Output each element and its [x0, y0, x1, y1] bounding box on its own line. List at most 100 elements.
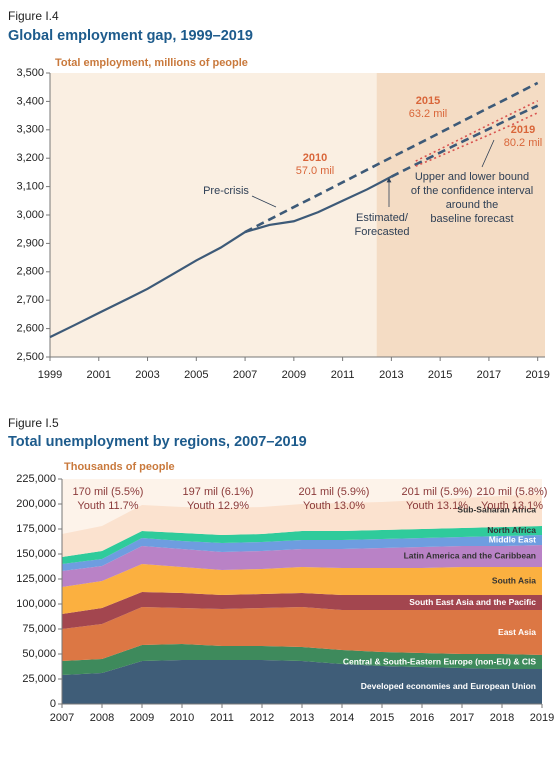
annotation: 197 mil (6.1%): [183, 486, 254, 498]
chart-2: Figure I.5 Total unemployment by regions…: [8, 416, 554, 724]
series-line: [390, 104, 539, 178]
x-tick-label: 2007: [233, 369, 257, 381]
chart-2-annotations: 170 mil (5.5%) Youth 11.7% 197 mil (6.1%…: [73, 486, 548, 512]
x-tick-label: 2003: [135, 369, 159, 381]
area-layer: [62, 607, 542, 661]
area-layer: [62, 545, 542, 587]
annotation: Forecasted: [354, 226, 409, 238]
leader-line: [481, 139, 495, 168]
y-tick-label: 2,800: [16, 266, 44, 278]
y-tick-label: 3,200: [16, 152, 44, 164]
chart-1-annotations: 2010 57.0 mil 2015 63.2 mil 2019 80.2 mi…: [203, 95, 542, 238]
series-line: [49, 175, 392, 339]
series-label: South East Asia and the Pacific: [409, 597, 536, 607]
annotation: Youth 13.1%: [406, 500, 468, 512]
annotation: 2019: [511, 124, 535, 136]
y-tick-label: 150,000: [16, 548, 56, 560]
x-tick-label: 2015: [428, 369, 452, 381]
y-tick-label: 3,500: [16, 67, 44, 79]
annotation: Youth 11.7%: [77, 500, 138, 512]
y-tick-label: 125,000: [16, 573, 56, 585]
annotation: Youth 12.9%: [187, 500, 249, 512]
series-label: East Asia: [498, 627, 536, 637]
y-tick-label: 225,000: [16, 473, 56, 485]
x-tick-label: 2005: [184, 369, 208, 381]
chart-1: Figure I.4 Global employment gap, 1999–2…: [8, 9, 550, 381]
area-layer: [62, 564, 542, 614]
y-tick-label: 3,100: [16, 181, 44, 193]
x-tick-label: 2007: [50, 712, 74, 724]
series-label: Latin America and the Caribbean: [404, 550, 536, 560]
y-tick-label: 100,000: [16, 598, 56, 610]
y-tick-label: 200,000: [16, 498, 56, 510]
y-tick-label: 3,000: [16, 209, 44, 221]
y-axis-label: Total employment, millions of people: [55, 57, 248, 69]
figure-label: Figure I.5: [8, 416, 59, 430]
x-tick-label: 1999: [38, 369, 62, 381]
y-tick-label: 3,300: [16, 124, 44, 136]
y-tick-label: 2,700: [16, 294, 44, 306]
x-tick-label: 2016: [410, 712, 434, 724]
series-label: South Asia: [492, 575, 536, 585]
x-tick-label: 2014: [330, 712, 354, 724]
y-tick-label: 25,000: [22, 673, 56, 685]
x-tick-label: 2017: [477, 369, 501, 381]
annotation: 201 mil (5.9%): [299, 486, 370, 498]
series-label: Sub-Saharan Africa: [457, 504, 536, 514]
area-layer: [62, 644, 542, 675]
x-tick-label: 2009: [130, 712, 154, 724]
x-tick-label: 2013: [379, 369, 403, 381]
y-tick-label: 2,900: [16, 237, 44, 249]
series-line: [244, 81, 539, 234]
y-tick-label: 175,000: [16, 523, 56, 535]
x-tick-label: 2018: [490, 712, 514, 724]
x-tick-label: 2010: [170, 712, 194, 724]
y-tick-label: 3,400: [16, 95, 44, 107]
series-label: Central & South-Eastern Europe (non-EU) …: [343, 656, 536, 666]
area-layer: [62, 535, 542, 571]
area-layer: [62, 494, 542, 557]
x-tick-label: 2011: [210, 712, 234, 724]
annotation: 2015: [416, 95, 440, 107]
x-tick-label: 2011: [331, 369, 355, 381]
y-tick-label: 50,000: [22, 648, 56, 660]
annotation: 80.2 mil: [504, 137, 543, 149]
y-tick-label: 0: [50, 698, 56, 710]
series-label: Middle East: [489, 534, 536, 544]
annotation: around the: [446, 199, 499, 211]
area-layer: [62, 526, 542, 564]
leader-line: [251, 195, 277, 208]
x-tick-label: 2012: [250, 712, 274, 724]
y-tick-label: 2,500: [16, 351, 44, 363]
chart-title: Global employment gap, 1999–2019: [8, 28, 253, 44]
annotation: Youth 13.1%: [481, 500, 543, 512]
annotation: 201 mil (5.9%): [402, 486, 473, 498]
series-label: North Africa: [487, 525, 536, 535]
annotation: of the confidence interval: [411, 185, 533, 197]
x-tick-label: 2015: [370, 712, 394, 724]
y-tick-label: 75,000: [22, 623, 56, 635]
series-label: Developed economies and European Union: [361, 681, 536, 691]
annotation: Pre-crisis: [203, 185, 249, 197]
y-tick-label: 2,600: [16, 323, 44, 335]
figure-label: Figure I.4: [8, 9, 59, 23]
annotation: 63.2 mil: [409, 108, 448, 120]
annotation: 57.0 mil: [296, 165, 335, 177]
y-axis-label: Thousands of people: [64, 461, 175, 473]
area-layer: [62, 592, 542, 629]
annotation: Youth 13.0%: [303, 500, 365, 512]
x-tick-label: 2019: [525, 369, 549, 381]
annotation: Estimated/: [356, 212, 409, 224]
x-tick-label: 2013: [290, 712, 314, 724]
annotation: Upper and lower bound: [415, 171, 529, 183]
chart-title: Total unemployment by regions, 2007–2019: [8, 434, 307, 450]
x-tick-label: 2008: [90, 712, 114, 724]
annotation: 210 mil (5.8%): [477, 486, 548, 498]
annotation: baseline forecast: [430, 213, 513, 225]
x-tick-label: 2017: [450, 712, 474, 724]
annotation: 170 mil (5.5%): [73, 486, 144, 498]
annotation: 2010: [303, 152, 327, 164]
forecast-shading: [376, 73, 545, 357]
area-layer: [62, 660, 542, 704]
